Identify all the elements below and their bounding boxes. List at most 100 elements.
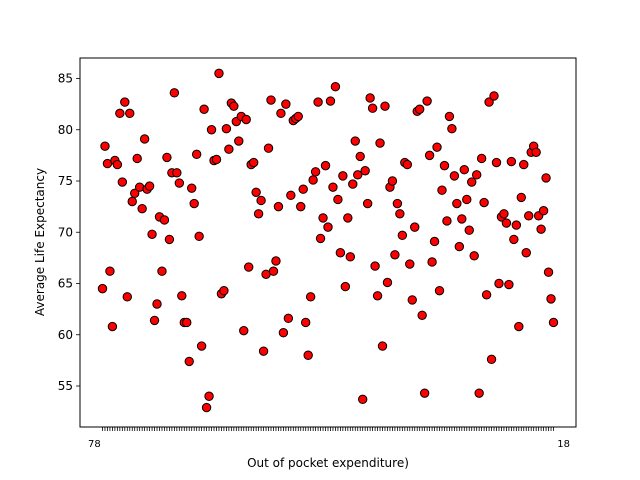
data-point [296, 201, 306, 212]
data-point [447, 124, 457, 134]
data-point [159, 215, 170, 225]
data-point [434, 285, 445, 296]
data-point [467, 177, 477, 187]
data-point [221, 124, 232, 134]
data-point [355, 151, 365, 162]
data-point [328, 182, 338, 192]
data-point [422, 96, 432, 106]
data-point [117, 177, 128, 187]
data-point [427, 257, 437, 267]
data-point [182, 317, 192, 328]
data-point [338, 171, 348, 181]
data-point [100, 141, 110, 151]
data-point [501, 218, 512, 228]
data-point [370, 261, 380, 271]
y-tick-label: 75 [58, 174, 73, 188]
data-point [251, 187, 261, 197]
data-point [229, 101, 239, 111]
data-point [499, 209, 509, 219]
data-point [164, 234, 175, 245]
data-point [350, 136, 360, 146]
data-point [318, 213, 328, 223]
data-point [298, 184, 308, 194]
data-point [184, 356, 194, 367]
data-point [241, 114, 251, 125]
data-point [177, 291, 187, 301]
y-tick-label: 85 [58, 72, 73, 86]
data-point [410, 222, 420, 232]
data-point [511, 220, 522, 230]
data-point [504, 279, 514, 290]
data-point [122, 292, 132, 302]
data-point [258, 346, 269, 356]
x-last-tick-label: 18 [557, 439, 570, 450]
data-point [462, 194, 472, 205]
data-point [367, 103, 378, 113]
data-point [172, 168, 182, 178]
data-point [120, 97, 130, 107]
y-tick-label: 60 [58, 328, 73, 342]
data-point [293, 111, 303, 122]
data-point [392, 198, 403, 209]
data-point [330, 82, 341, 92]
data-point [149, 315, 160, 326]
y-ticks: 55 60 65 70 75 80 85 [58, 72, 80, 393]
data-point [471, 170, 482, 180]
data-point [509, 234, 519, 245]
data-point [234, 136, 244, 146]
data-point [204, 391, 214, 401]
data-point [300, 317, 311, 328]
data-point [313, 97, 323, 107]
data-point [315, 233, 326, 244]
data-point [484, 97, 494, 107]
data-point [536, 224, 546, 234]
data-point [362, 198, 373, 209]
data-point [211, 154, 222, 165]
data-point [372, 291, 383, 301]
data-point [268, 266, 279, 276]
data-point [397, 230, 408, 241]
data-point [353, 170, 363, 180]
data-point [514, 321, 524, 332]
x-ticks [102, 427, 554, 431]
data-point [139, 134, 150, 144]
y-tick-label: 55 [58, 379, 73, 393]
data-point [214, 68, 224, 79]
data-point [278, 328, 289, 338]
data-point [219, 285, 229, 296]
plot-area-frame [79, 57, 577, 428]
data-point [271, 256, 281, 266]
data-point [538, 206, 549, 216]
data-point [481, 290, 492, 300]
data-point [196, 341, 207, 351]
data-point [489, 91, 499, 101]
data-point [459, 165, 469, 175]
data-point [310, 167, 321, 177]
data-point [491, 157, 502, 168]
data-point [253, 209, 264, 219]
data-point [147, 229, 157, 240]
data-point [454, 241, 465, 252]
data-point [194, 231, 204, 242]
data-point [449, 171, 460, 181]
data-point [516, 192, 526, 203]
data-point [137, 203, 147, 214]
data-point [276, 108, 286, 119]
data-point [429, 236, 440, 247]
data-point [189, 198, 199, 209]
data-point [308, 175, 318, 185]
data-point [541, 173, 551, 183]
data-point [387, 176, 398, 186]
data-point [452, 198, 462, 209]
data-point [419, 388, 430, 398]
data-point [414, 104, 425, 114]
data-point [333, 194, 343, 205]
data-point [382, 277, 393, 288]
data-point [224, 144, 234, 154]
data-point [395, 209, 405, 219]
data-point [521, 248, 531, 258]
data-points [97, 68, 559, 413]
data-point [162, 152, 172, 163]
data-point [169, 88, 180, 98]
data-point [474, 388, 484, 398]
